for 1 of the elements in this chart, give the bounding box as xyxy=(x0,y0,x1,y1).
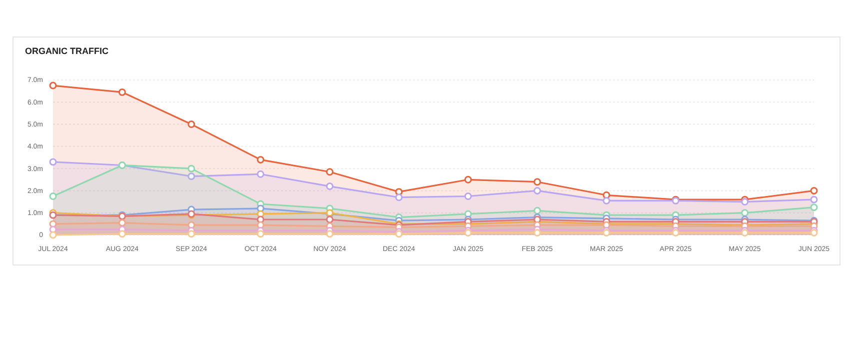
chart-title: ORGANIC TRAFFIC xyxy=(25,46,109,56)
